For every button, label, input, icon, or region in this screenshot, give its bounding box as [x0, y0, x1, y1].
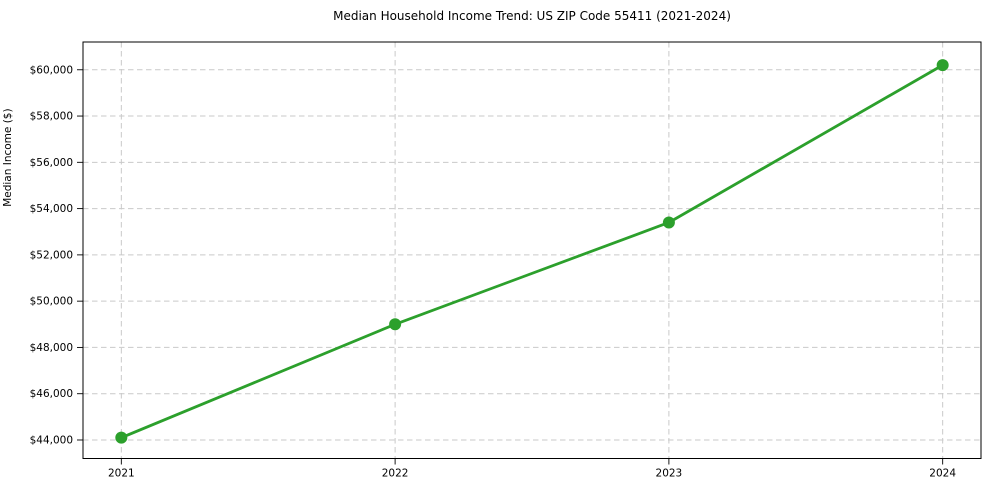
x-tick-label: 2022 [382, 468, 409, 480]
chart-title: Median Household Income Trend: US ZIP Co… [333, 9, 731, 23]
data-point [936, 59, 949, 72]
plot-border [82, 41, 982, 459]
y-tick-label: $60,000 [30, 64, 73, 76]
data-point [115, 431, 128, 444]
data-point [662, 216, 675, 229]
x-tick-label: 2024 [929, 468, 956, 480]
x-tick-label: 2021 [108, 468, 135, 480]
y-axis-label: Median Income ($) [2, 108, 14, 207]
y-tick-label: $54,000 [30, 203, 73, 215]
y-tick-label: $44,000 [30, 434, 73, 446]
y-tick-label: $46,000 [30, 388, 73, 400]
data-point [389, 318, 402, 331]
y-tick-label: $50,000 [30, 296, 73, 308]
y-tick-label: $58,000 [30, 111, 73, 123]
y-tick-label: $48,000 [30, 342, 73, 354]
y-tick-label: $56,000 [30, 157, 73, 169]
trend-line [119, 63, 945, 440]
y-tick-label: $52,000 [30, 249, 73, 261]
x-tick-label: 2023 [656, 468, 683, 480]
